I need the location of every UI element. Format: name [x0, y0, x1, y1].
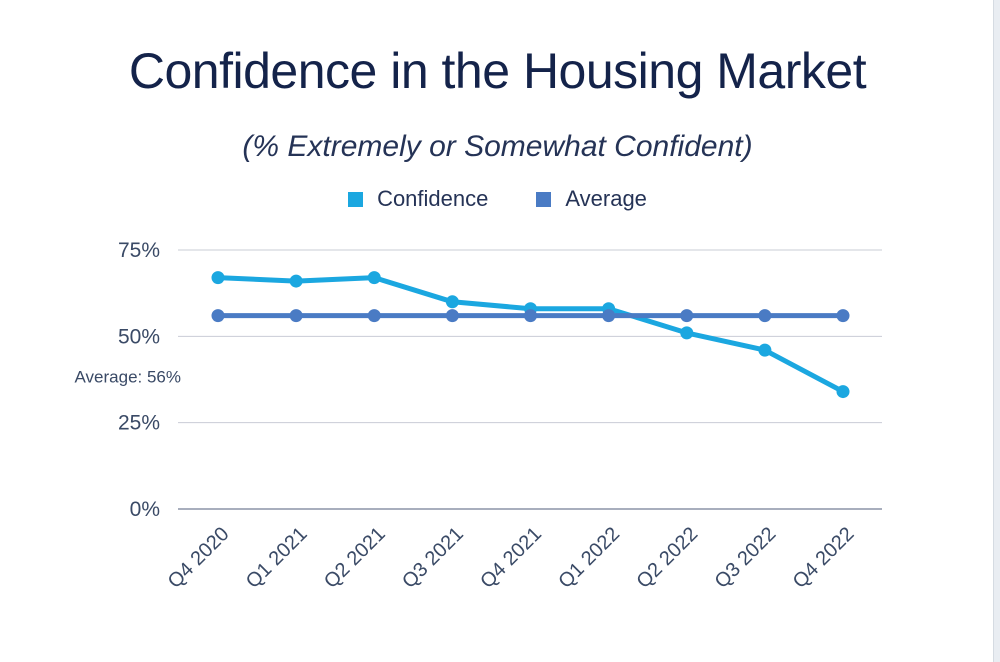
series-line-confidence	[215, 275, 846, 395]
x-tick-label: Q4 2021	[476, 523, 546, 593]
y-tick-label: 75%	[118, 239, 160, 262]
window-edge	[993, 0, 1000, 662]
x-tick-label: Q1 2021	[242, 523, 312, 593]
chart-subtitle: (% Extremely or Somewhat Confident)	[242, 130, 753, 163]
x-tick-label: Q3 2022	[711, 523, 781, 593]
data-point-average	[758, 309, 772, 323]
data-point-confidence	[836, 385, 850, 399]
legend-swatch-average	[536, 191, 552, 207]
data-point-confidence	[211, 271, 225, 285]
legend-swatch-confidence	[348, 191, 364, 207]
data-point-confidence	[289, 274, 303, 288]
data-point-average	[289, 309, 303, 323]
legend-label-confidence: Confidence	[377, 186, 489, 211]
x-tick-label: Q4 2020	[164, 523, 234, 593]
y-tick-label: 0%	[130, 498, 160, 521]
legend-item-confidence: Confidence	[348, 186, 488, 212]
data-point-average	[836, 309, 850, 323]
legend-item-average: Average	[536, 186, 647, 212]
data-point-confidence	[758, 343, 772, 357]
legend: Confidence Average	[0, 186, 995, 212]
data-point-average	[602, 309, 616, 323]
x-tick-label: Q2 2022	[632, 523, 702, 593]
data-point-confidence	[367, 271, 381, 285]
y-tick-label: 50%	[118, 325, 160, 348]
data-point-average	[680, 309, 694, 323]
data-point-average	[367, 309, 381, 323]
data-point-average	[445, 309, 459, 323]
x-tick-label: Q2 2021	[320, 523, 390, 593]
y-tick-label: 25%	[118, 412, 160, 435]
data-point-confidence	[680, 326, 694, 340]
x-tick-label: Q3 2021	[398, 523, 468, 593]
data-point-average	[211, 309, 225, 323]
x-tick-label: Q4 2022	[789, 523, 859, 593]
x-tick-label: Q1 2022	[554, 523, 624, 593]
chart-title: Confidence in the Housing Market	[128, 43, 867, 99]
data-point-confidence	[445, 295, 459, 309]
data-point-average	[524, 309, 537, 323]
legend-label-average: Average	[565, 186, 647, 211]
average-annotation: Average: 56%	[75, 368, 181, 387]
